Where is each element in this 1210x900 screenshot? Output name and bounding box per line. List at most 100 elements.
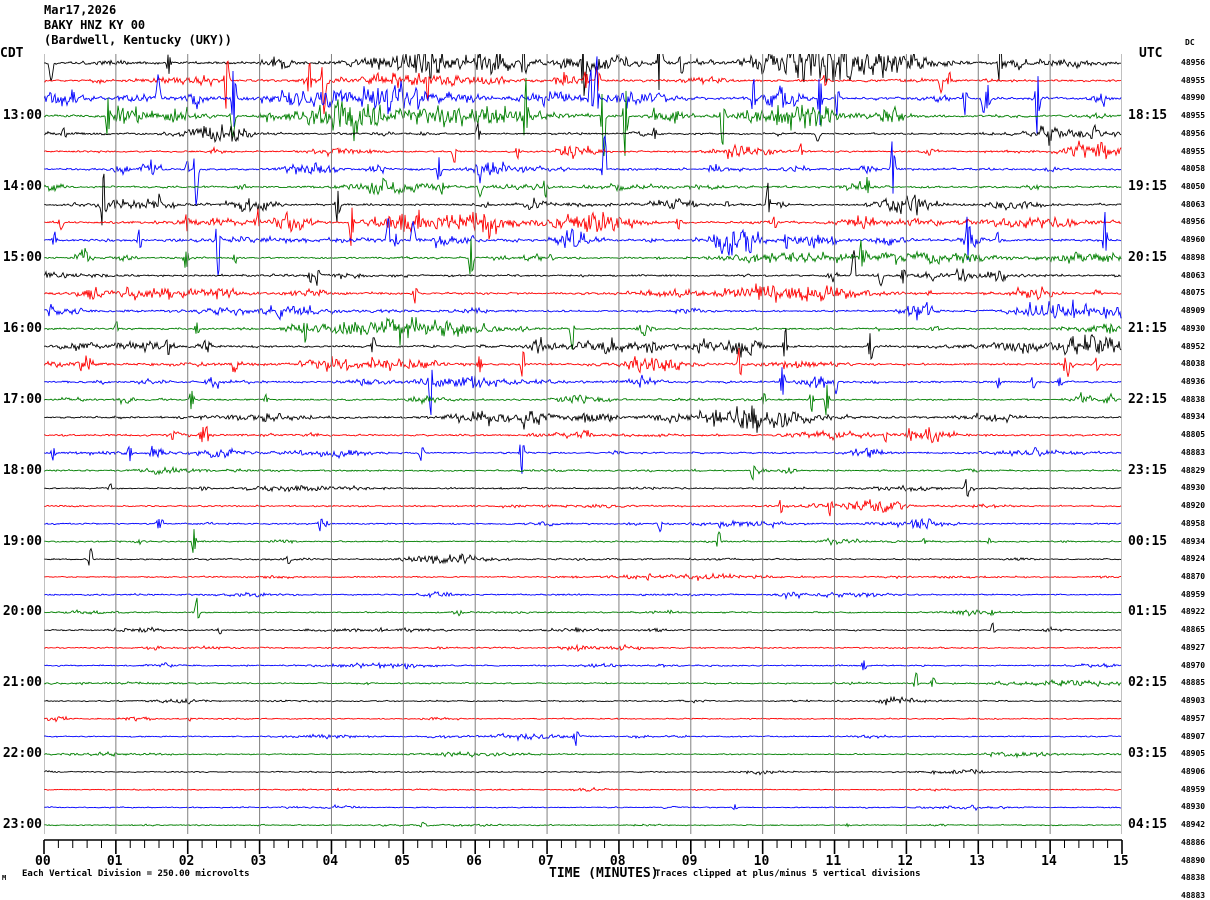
dc-value-33: 48865 (1181, 625, 1206, 635)
seismic-trace (44, 299, 1122, 321)
left-time-label-0: 13:00 (2, 108, 42, 124)
seismic-trace (44, 250, 1122, 287)
x-tick-label-12: 12 (897, 854, 914, 869)
seismic-trace (44, 529, 1122, 553)
seismic-trace (44, 77, 1122, 157)
dc-value-19: 48936 (1181, 376, 1206, 386)
seismic-trace (44, 385, 1122, 416)
scale-note: Each Vertical Division = 250.00 microvol… (22, 869, 250, 879)
dc-value-26: 48920 (1181, 501, 1206, 511)
seismic-trace (44, 731, 1122, 746)
left-time-label-8: 21:00 (2, 675, 42, 691)
seismic-trace (44, 122, 1122, 146)
seismic-trace (44, 499, 1122, 517)
x-tick-label-06: 06 (466, 854, 482, 869)
dc-value-29: 48924 (1181, 554, 1206, 564)
dc-value-6: 48955 (1181, 146, 1206, 156)
dc-value-5: 48956 (1181, 128, 1206, 138)
right-time-label-8: 02:15 (1128, 675, 1168, 691)
dc-value-41: 48906 (1181, 766, 1206, 776)
header-station-location: (Bardwell, Kentucky (UKY)) (44, 33, 232, 47)
seismic-trace (44, 134, 1122, 207)
x-axis-title: TIME (MINUTES) (549, 866, 659, 881)
left-time-label-3: 16:00 (2, 320, 42, 336)
seismic-trace (44, 140, 1122, 163)
seismic-trace (44, 572, 1122, 582)
dc-value-37: 48903 (1181, 696, 1206, 706)
x-tick-label-07: 07 (538, 854, 554, 869)
seismic-trace (44, 715, 1122, 723)
seismic-trace (44, 804, 1122, 812)
seismic-trace (44, 622, 1122, 635)
seismic-trace (44, 786, 1122, 792)
dc-value-11: 48960 (1181, 235, 1206, 245)
seismogram-traces-svg (44, 54, 1122, 834)
dc-value-2: 48955 (1181, 75, 1206, 85)
dc-value-22: 48805 (1181, 430, 1206, 440)
right-time-label-0: 18:15 (1128, 108, 1168, 124)
dc-value-15: 48909 (1181, 306, 1206, 316)
dc-value-7: 48058 (1181, 164, 1206, 174)
dc-value-42: 48959 (1181, 784, 1206, 794)
seismic-trace (44, 695, 1122, 706)
header-date: Mar17,2026 (44, 3, 117, 17)
x-tick-label-02: 02 (178, 854, 195, 869)
seismic-trace (44, 660, 1122, 671)
seismic-trace (44, 56, 1122, 134)
x-tick-label-14: 14 (1041, 854, 1057, 869)
right-time-label-9: 03:15 (1128, 746, 1168, 762)
dc-value-3: 48990 (1181, 93, 1206, 103)
seismic-trace (44, 547, 1122, 566)
dc-value-9: 48063 (1181, 199, 1206, 209)
dc-value-30: 48870 (1181, 571, 1206, 581)
seismic-trace (44, 821, 1122, 828)
x-tick-label-11: 11 (825, 854, 842, 869)
seismic-trace (44, 405, 1122, 433)
seismic-trace (44, 60, 1122, 115)
seismic-trace (44, 643, 1122, 653)
right-time-label-6: 00:15 (1128, 533, 1168, 549)
right-time-label-3: 21:15 (1128, 320, 1168, 336)
x-tick-label-13: 13 (969, 854, 985, 869)
dc-value-24: 48829 (1181, 465, 1206, 475)
dc-value-21: 48934 (1181, 412, 1206, 422)
dc-value-20: 48838 (1181, 394, 1206, 404)
dc-value-25: 48930 (1181, 483, 1206, 493)
seismic-trace (44, 768, 1122, 776)
dc-value-12: 48898 (1181, 252, 1206, 262)
right-time-label-5: 23:15 (1128, 462, 1168, 478)
seismic-trace (44, 444, 1122, 474)
corner-mark: M (2, 874, 7, 882)
dc-column-header: DC (1185, 38, 1195, 47)
left-time-label-1: 14:00 (2, 178, 42, 194)
right-time-label-10: 04:15 (1128, 817, 1168, 833)
left-time-label-9: 22:00 (2, 746, 42, 762)
seismic-trace (44, 479, 1122, 498)
seismic-trace (44, 465, 1122, 481)
right-time-label-1: 19:15 (1128, 178, 1168, 194)
left-time-label-10: 23:00 (2, 817, 42, 833)
seismic-trace (44, 672, 1122, 688)
seismic-trace (44, 176, 1122, 198)
seismic-trace (44, 238, 1122, 275)
x-axis-ticks (43, 839, 1123, 854)
dc-value-18: 48038 (1181, 359, 1206, 369)
seismic-trace (44, 54, 1122, 96)
dc-value-36: 48885 (1181, 678, 1206, 688)
dc-value-44: 48942 (1181, 820, 1206, 830)
seismic-trace (44, 283, 1122, 304)
seismogram-plot-area (44, 54, 1122, 834)
x-tick-label-05: 05 (394, 854, 410, 869)
x-tick-label-15: 15 (1113, 854, 1129, 869)
seismic-trace (44, 347, 1122, 377)
seismic-trace (44, 173, 1122, 226)
left-time-label-5: 18:00 (2, 462, 42, 478)
dc-value-14: 48075 (1181, 288, 1206, 298)
dc-value-17: 48952 (1181, 341, 1206, 351)
dc-value-1: 48956 (1181, 57, 1206, 67)
dc-value-31: 48959 (1181, 589, 1206, 599)
seismic-trace (44, 211, 1122, 276)
right-time-label-2: 20:15 (1128, 249, 1168, 265)
dc-value-8: 48050 (1181, 181, 1206, 191)
seismic-trace (44, 328, 1122, 361)
